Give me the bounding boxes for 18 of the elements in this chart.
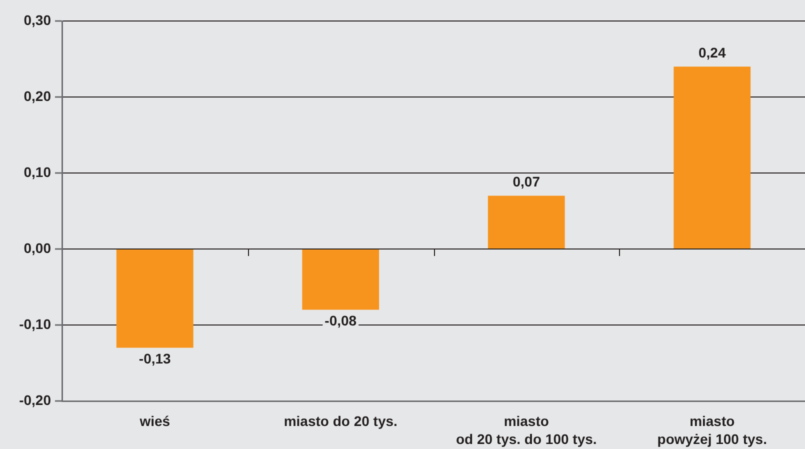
y-tick-label: 0,30 bbox=[24, 12, 52, 28]
bar bbox=[116, 250, 194, 348]
x-tick-label: miasto powyżej 100 tys. bbox=[657, 412, 767, 448]
x-tick-label: miasto od 20 tys. do 100 tys. bbox=[456, 412, 597, 448]
data-label: -0,08 bbox=[324, 312, 357, 329]
data-label: -0,13 bbox=[138, 350, 172, 367]
bar bbox=[488, 196, 565, 248]
y-tick-label: 0,20 bbox=[24, 88, 52, 104]
bar bbox=[674, 66, 751, 248]
data-label: 0,07 bbox=[512, 174, 540, 190]
bar bbox=[302, 250, 380, 310]
y-tick-label: -0,20 bbox=[19, 392, 52, 408]
y-tick-label: 0,00 bbox=[24, 240, 52, 256]
y-tick-label: -0,10 bbox=[19, 316, 52, 332]
x-tick-label: miasto do 20 tys. bbox=[284, 412, 398, 429]
x-tick-label: wieś bbox=[138, 412, 170, 429]
y-tick-label: 0,10 bbox=[24, 164, 52, 180]
data-label: 0,24 bbox=[698, 44, 726, 60]
